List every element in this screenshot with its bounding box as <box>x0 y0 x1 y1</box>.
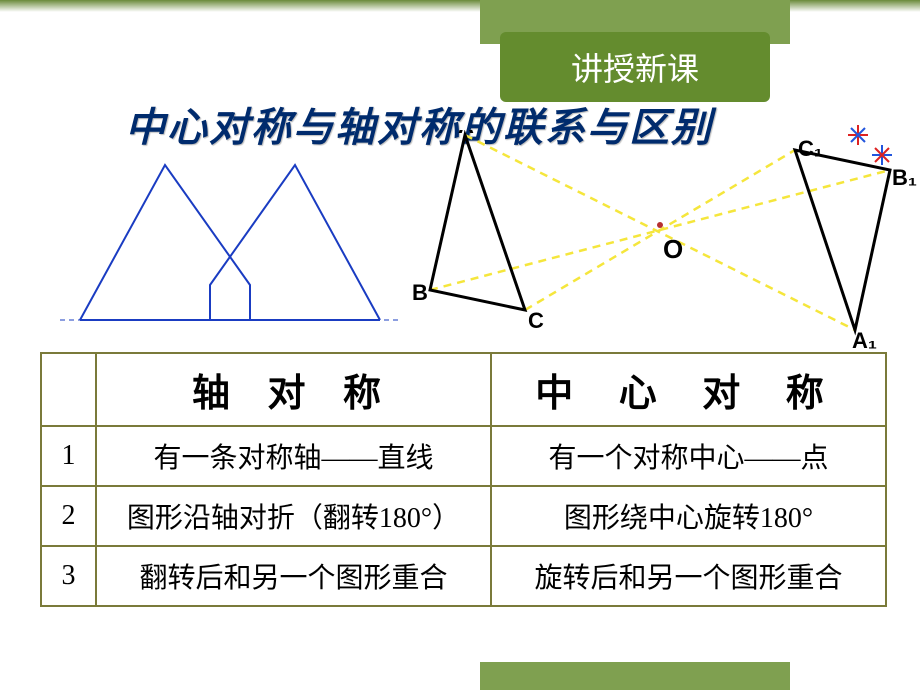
table-row: 1 有一条对称轴——直线 有一个对称中心——点 <box>41 426 886 486</box>
lesson-tab: 讲授新课 <box>500 32 770 102</box>
bottom-bar-accent <box>480 662 790 690</box>
header-axial: 轴 对 称 <box>96 353 491 426</box>
header-num <box>41 353 96 426</box>
row2-central: 图形绕中心旋转180° <box>491 486 886 546</box>
row2-axial: 图形沿轴对折（翻转180°） <box>96 486 491 546</box>
row1-axial: 有一条对称轴——直线 <box>96 426 491 486</box>
label-A: A <box>458 130 474 138</box>
table-row: 3 翻转后和另一个图形重合 旋转后和另一个图形重合 <box>41 546 886 606</box>
row3-num: 3 <box>41 546 96 606</box>
axial-symmetry-diagram <box>60 150 400 360</box>
diagram-area: A B C O A₁ B₁ C₁ <box>60 130 900 350</box>
label-B: B <box>412 280 428 305</box>
row3-central: 旋转后和另一个图形重合 <box>491 546 886 606</box>
row1-central: 有一个对称中心——点 <box>491 426 886 486</box>
table-header-row: 轴 对 称 中 心 对 称 <box>41 353 886 426</box>
header-central: 中 心 对 称 <box>491 353 886 426</box>
label-C: C <box>528 308 544 333</box>
lesson-tab-label: 讲授新课 <box>571 44 699 90</box>
label-C1: C₁ <box>798 136 823 161</box>
label-B1: B₁ <box>892 165 917 190</box>
row3-axial: 翻转后和另一个图形重合 <box>96 546 491 606</box>
label-O: O <box>663 234 683 264</box>
row1-num: 1 <box>41 426 96 486</box>
table-row: 2 图形沿轴对折（翻转180°） 图形绕中心旋转180° <box>41 486 886 546</box>
label-A1: A₁ <box>852 328 877 350</box>
comparison-table: 轴 对 称 中 心 对 称 1 有一条对称轴——直线 有一个对称中心——点 2 … <box>40 352 887 607</box>
row2-num: 2 <box>41 486 96 546</box>
central-symmetry-diagram: A B C O A₁ B₁ C₁ <box>380 130 920 350</box>
